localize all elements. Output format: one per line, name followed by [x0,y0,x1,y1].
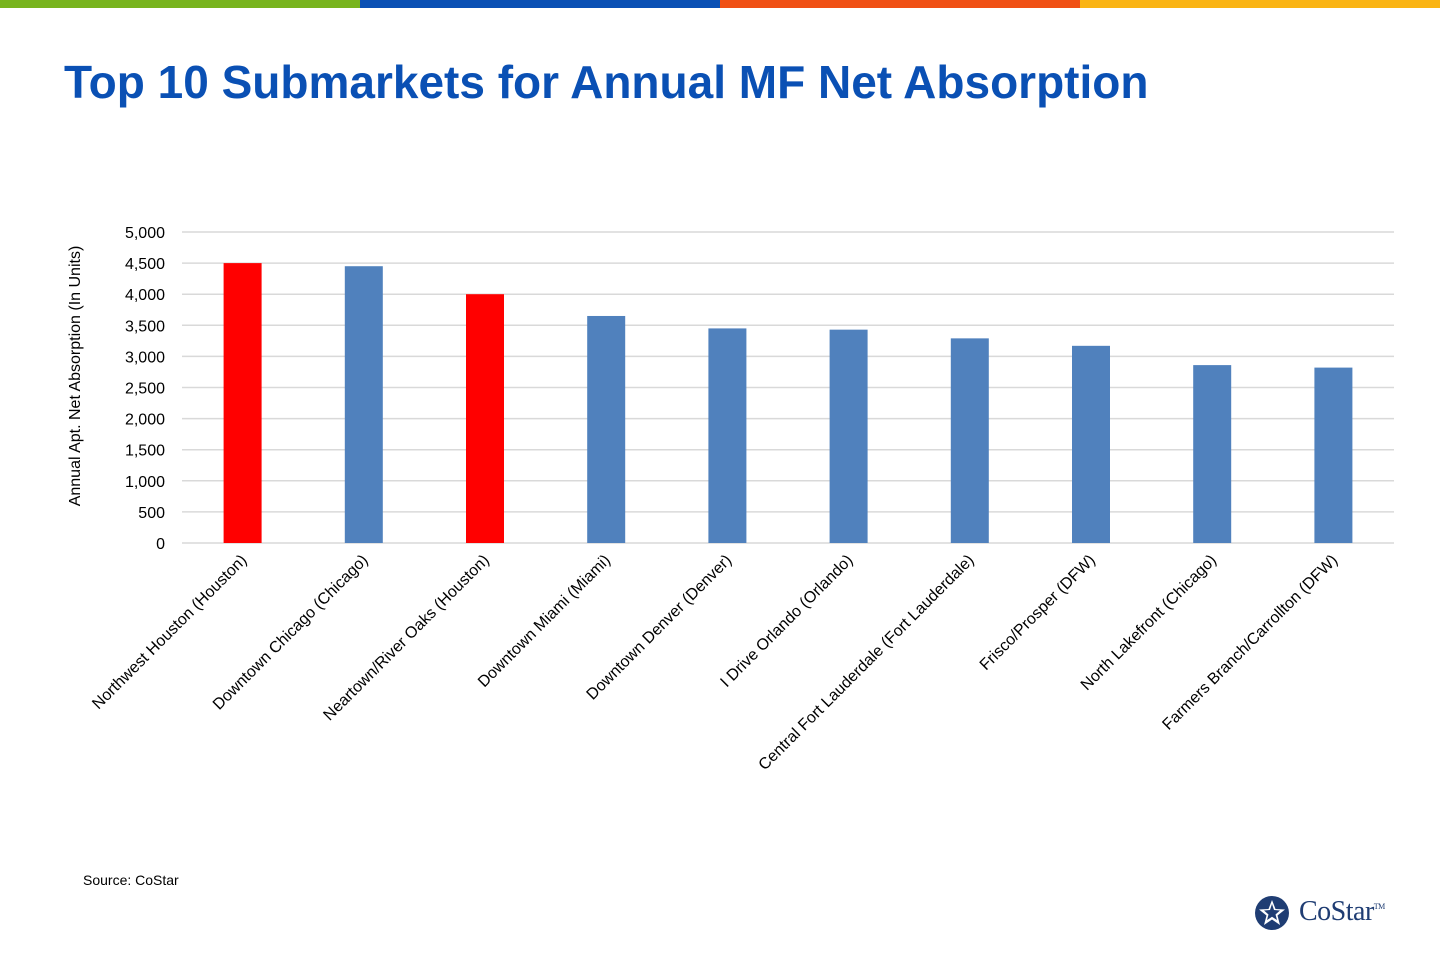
y-tick-label: 500 [138,505,165,522]
bar [950,338,989,543]
x-category-label: I Drive Orlando (Orlando) [717,552,856,691]
y-tick-label: 4,500 [125,256,165,273]
y-tick-label: 2,500 [125,381,165,398]
y-axis-title: Annual Apt. Net Absorption (In Units) [67,246,84,507]
y-tick-label: 3,000 [125,349,165,366]
bar [708,328,747,543]
logo-trademark: TM [1373,902,1386,911]
bar [466,294,504,543]
costar-logo: CoStarTM [1252,893,1402,935]
x-category-label: Frisco/Prosper (DFW) [977,552,1099,674]
costar-star-logo-icon [1255,896,1289,930]
stripe-orange [720,0,1080,8]
bar [1314,367,1353,543]
bar [1072,345,1110,543]
y-tick-label: 4,000 [125,287,165,304]
bar [223,263,262,543]
logo-text: CoStar [1299,896,1374,927]
source-note: Source: CoStar [83,872,179,888]
x-category-label: Downtown Denver (Denver) [584,552,736,704]
y-tick-label: 0 [156,536,165,553]
x-category-label: Downtown Miami (Miami) [475,552,614,691]
stripe-yellow [1080,0,1440,8]
logo-wordmark: CoStarTM [1299,896,1385,928]
y-tick-label: 1,500 [125,443,165,460]
y-tick-label: 1,000 [125,474,165,491]
y-tick-label: 3,500 [125,318,165,335]
top-color-stripes [0,0,1440,8]
stripe-blue [360,0,720,8]
bar [1193,365,1232,543]
bar [587,315,626,543]
x-category-label: Central Fort Lauderdale (Fort Lauderdale… [756,552,978,774]
x-category-label: North Lakefront (Chicago) [1078,552,1220,694]
bar [829,329,868,543]
stripe-green [0,0,360,8]
y-tick-label: 5,000 [125,225,165,242]
bar [344,266,383,543]
y-tick-label: 2,000 [125,412,165,429]
slide-title: Top 10 Submarkets for Annual MF Net Abso… [64,56,1149,108]
